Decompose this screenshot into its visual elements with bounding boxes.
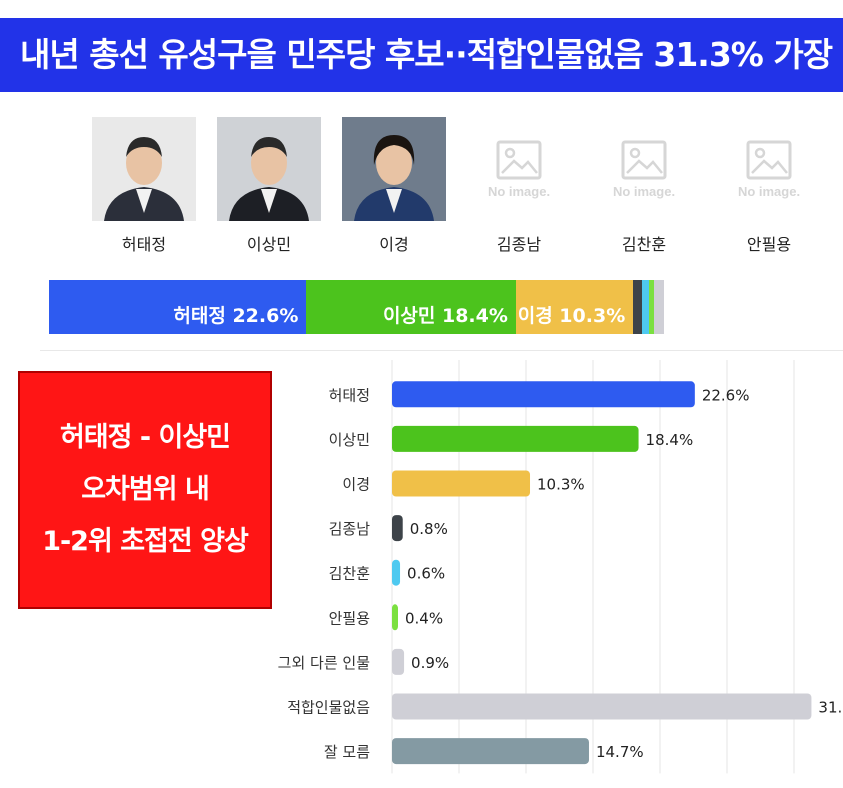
image-icon [746, 140, 792, 179]
category-label: 이경 [342, 476, 370, 494]
category-label: 잘 모름 [324, 743, 370, 761]
value-label: 0.9% [411, 654, 449, 672]
category-label: 그외 다른 인물 [278, 654, 370, 672]
data-bar [392, 648, 405, 675]
headline-banner: 내년 총선 유성구을 민주당 후보··적합인물없음 31.3% 가장 높아 [0, 18, 843, 92]
category-label: 적합인물없음 [287, 699, 370, 717]
candidate-name: 김종남 [496, 235, 542, 254]
candidate-name: 안필용 [746, 235, 792, 254]
candidate-card: 이상민 [217, 117, 321, 255]
image-icon [496, 140, 542, 179]
stacked-segment-label: 이상민 18.4% [382, 305, 508, 327]
no-image-placeholder: No image. [717, 117, 821, 221]
category-label: 허태정 [329, 386, 370, 404]
value-label: 10.3% [537, 476, 585, 494]
value-label: 0.6% [407, 565, 445, 583]
no-image-placeholder: No image. [467, 117, 571, 221]
data-bar [392, 738, 589, 765]
category-label: 안필용 [329, 609, 370, 627]
stacked-segment-label: 허태정 22.6% [173, 305, 299, 327]
image-icon [621, 140, 667, 179]
candidate-photo [92, 117, 196, 221]
value-label: 0.8% [410, 520, 448, 538]
candidate-card: 허태정 [92, 117, 196, 255]
candidate-photo [217, 117, 321, 221]
data-bar [392, 425, 639, 452]
candidate-name: 이상민 [246, 235, 292, 254]
data-bar [392, 559, 401, 586]
callout-line: 오차범위 내 [81, 474, 210, 505]
callout-line: 1-2위 초접전 양상 [42, 526, 249, 557]
stacked-segment [653, 280, 666, 334]
category-label: 김종남 [329, 520, 371, 538]
stacked-segment-label: 이경 10.3% [517, 305, 626, 327]
data-bar [392, 381, 695, 408]
stacked-segment: 이경 10.3% [515, 280, 636, 334]
candidate-photo [342, 117, 446, 221]
value-label: 22.6% [702, 386, 750, 404]
candidate-name: 이경 [379, 235, 409, 254]
no-image-text: No image. [487, 183, 551, 199]
category-label: 김찬훈 [329, 565, 370, 583]
data-bar [392, 604, 398, 631]
no-image-text: No image. [612, 183, 676, 199]
candidate-panel: 허태정 이상민 이경 No image. 김종남 No image. 김찬훈 No image… [40, 95, 843, 351]
stacked-segment: 허태정 22.6% [49, 280, 309, 334]
data-bar [392, 515, 403, 542]
value-label: 14.7% [596, 743, 644, 761]
candidate-name: 허태정 [121, 235, 167, 254]
callout-line: 허태정 - 이상민 [59, 422, 231, 453]
bar-chart: 허태정 22.6% 이상민 18.4% 이경 10.3% 김종남 0.8% 김찬훈 0.6% 안필용… [278, 360, 843, 774]
data-bar [392, 693, 812, 720]
data-bar [392, 470, 531, 497]
category-label: 이상민 [329, 431, 370, 449]
candidate-card: 이경 [342, 117, 446, 255]
stacked-share-bar: 허태정 22.6% 이상민 18.4% 이경 10.3% [49, 280, 689, 334]
candidate-card: No image. 김찬훈 [592, 117, 696, 255]
value-label: 0.4% [405, 609, 443, 627]
no-image-placeholder: No image. [592, 117, 696, 221]
no-image-text: No image. [737, 183, 801, 199]
candidate-name: 김찬훈 [621, 235, 667, 254]
value-label: 31.3% [818, 699, 843, 717]
candidate-card: No image. 안필용 [717, 117, 821, 255]
stacked-segment: 이상민 18.4% [306, 280, 518, 334]
value-label: 18.4% [646, 431, 694, 449]
candidate-card: No image. 김종남 [467, 117, 571, 255]
callout-box: 허태정 - 이상민 오차범위 내 1-2위 초접전 양상 [18, 371, 272, 609]
